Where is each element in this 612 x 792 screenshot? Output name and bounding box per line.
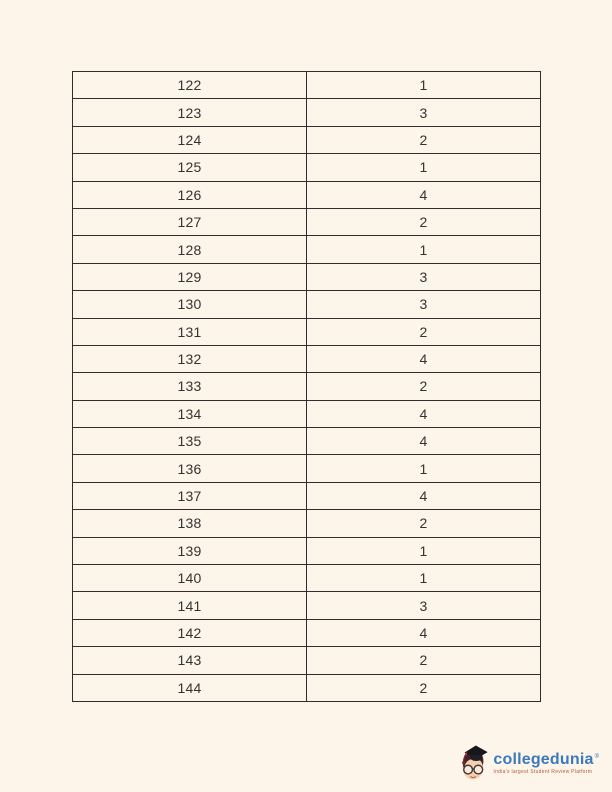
table-row: 127 2 — [72, 207, 541, 237]
question-number-cell: 123 — [72, 98, 307, 127]
registered-mark-icon: ® — [594, 753, 599, 760]
table-row: 133 2 — [72, 372, 541, 401]
answer-cell: 1 — [306, 235, 541, 264]
table-row: 131 2 — [72, 317, 541, 346]
table-row: 138 2 — [72, 509, 541, 538]
question-number-cell: 143 — [72, 646, 307, 675]
question-number-cell: 127 — [72, 207, 307, 237]
answer-cell: 3 — [306, 591, 541, 620]
table-row: 129 3 — [72, 262, 541, 292]
answer-cell: 3 — [306, 98, 541, 127]
answer-cell: 1 — [306, 70, 541, 100]
answer-cell: 2 — [306, 372, 541, 401]
answer-cell: 3 — [306, 290, 541, 319]
answer-cell: 4 — [306, 180, 541, 209]
answer-cell: 2 — [306, 509, 541, 538]
table-row: 143 2 — [72, 646, 541, 675]
question-number-cell: 126 — [72, 180, 307, 209]
table-row: 124 2 — [72, 125, 541, 155]
brand-name: collegedunia — [493, 750, 594, 768]
collegedunia-logo: collegedunia ® India's largest Student R… — [456, 743, 599, 783]
question-number-cell: 135 — [72, 427, 307, 456]
question-number-cell: 138 — [72, 509, 307, 538]
table-row: 128 1 — [72, 235, 541, 264]
answer-cell: 3 — [306, 262, 541, 292]
table-row: 134 4 — [72, 399, 541, 429]
answer-cell: 4 — [306, 618, 541, 648]
question-number-cell: 124 — [72, 125, 307, 155]
answer-cell: 2 — [306, 207, 541, 237]
answer-cell: 4 — [306, 344, 541, 374]
table-row: 136 1 — [72, 454, 541, 483]
table-row: 137 4 — [72, 481, 541, 511]
table-row: 122 1 — [72, 70, 541, 100]
answer-cell: 4 — [306, 481, 541, 511]
question-number-cell: 134 — [72, 399, 307, 429]
table-row: 123 3 — [72, 98, 541, 127]
answer-cell: 4 — [306, 399, 541, 429]
answer-cell: 4 — [306, 427, 541, 456]
question-number-cell: 128 — [72, 235, 307, 264]
question-number-cell: 140 — [72, 564, 307, 593]
answer-cell: 1 — [306, 564, 541, 593]
answer-cell: 2 — [306, 317, 541, 346]
question-number-cell: 136 — [72, 454, 307, 483]
question-number-cell: 139 — [72, 536, 307, 566]
question-number-cell: 132 — [72, 344, 307, 374]
question-number-cell: 129 — [72, 262, 307, 292]
collegedunia-mascot-icon — [462, 745, 489, 780]
answer-cell: 2 — [306, 646, 541, 675]
table-row: 132 4 — [72, 344, 541, 374]
table-row: 125 1 — [72, 153, 541, 182]
question-number-cell: 144 — [72, 673, 307, 703]
table-row: 135 4 — [72, 427, 541, 456]
question-number-cell: 137 — [72, 481, 307, 511]
question-number-cell: 142 — [72, 618, 307, 648]
table-row: 126 4 — [72, 180, 541, 209]
answer-cell: 2 — [306, 125, 541, 155]
answer-cell: 1 — [306, 153, 541, 182]
answer-key-table: 122 1 123 3 124 2 125 1 — [72, 70, 541, 703]
table-row: 142 4 — [72, 618, 541, 648]
question-number-cell: 125 — [72, 153, 307, 182]
answer-cell: 1 — [306, 454, 541, 483]
answer-key-table-body: 122 1 123 3 124 2 125 1 — [72, 70, 541, 703]
question-number-cell: 122 — [72, 70, 307, 100]
table-row: 141 3 — [72, 591, 541, 620]
table-row: 130 3 — [72, 290, 541, 319]
table-row: 140 1 — [72, 564, 541, 593]
brand-tagline: India's largest Student Review Platform — [493, 768, 593, 775]
answer-cell: 2 — [306, 673, 541, 703]
brand-text-block: collegedunia ® India's largest Student R… — [493, 750, 599, 775]
table-row: 139 1 — [72, 536, 541, 566]
question-number-cell: 141 — [72, 591, 307, 620]
answer-cell: 1 — [306, 536, 541, 566]
question-number-cell: 131 — [72, 317, 307, 346]
question-number-cell: 130 — [72, 290, 307, 319]
question-number-cell: 133 — [72, 372, 307, 401]
table-row: 144 2 — [72, 673, 541, 703]
